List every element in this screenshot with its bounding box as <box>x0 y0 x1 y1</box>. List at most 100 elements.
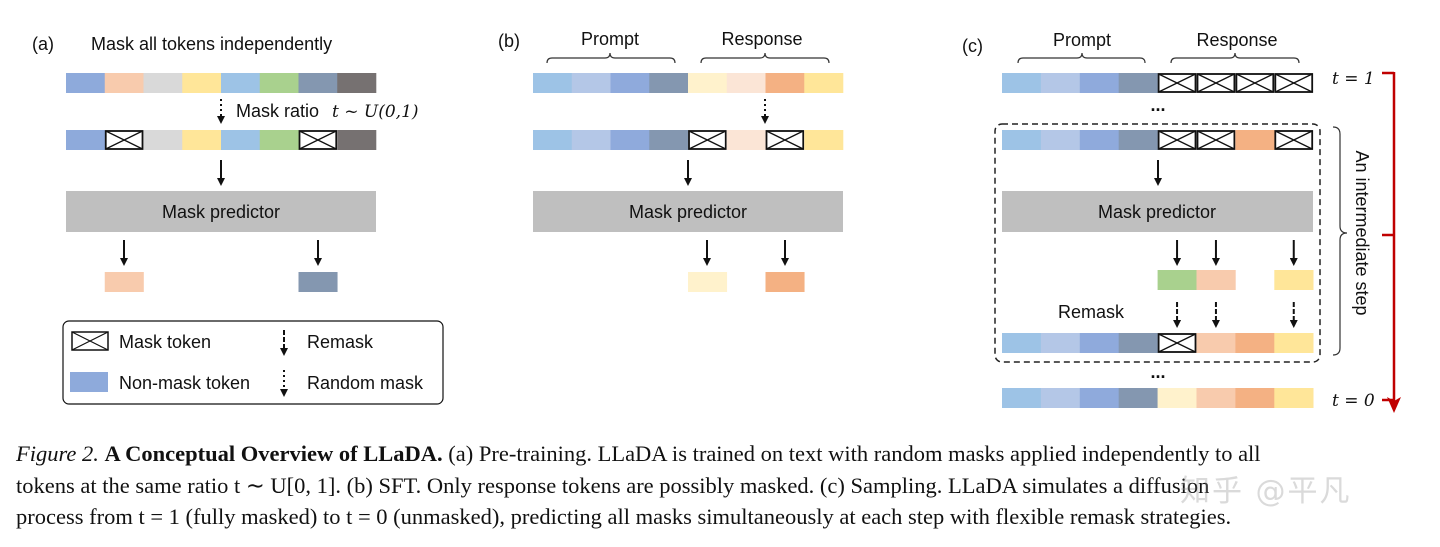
panel-c-prompt-label: Prompt <box>1053 30 1111 50</box>
mask-predictor-a <box>66 191 376 232</box>
intermediate-step-box <box>994 123 1321 363</box>
response-brace-b <box>700 52 830 64</box>
non-mask-token-swatch <box>70 372 108 392</box>
llada-diagram: (a) Mask all tokens independently Mask r… <box>32 29 1401 413</box>
token-layer <box>66 73 1314 408</box>
c-step-in-token <box>1118 130 1158 150</box>
a-output-token <box>298 272 338 292</box>
a-input-token <box>298 73 338 93</box>
c-step-out-token <box>1196 333 1236 353</box>
b-masked-token <box>649 130 689 150</box>
b-masked-mask-token <box>688 130 727 150</box>
c-predicted-token <box>1274 270 1314 290</box>
c-step-in-token <box>1235 130 1275 150</box>
c-step-in-token <box>1079 130 1119 150</box>
a-input-token <box>143 73 183 93</box>
mask-predictor-b <box>533 191 843 232</box>
mask-token-icon <box>71 331 109 351</box>
b-input-token <box>765 73 805 93</box>
b-input-token <box>688 73 728 93</box>
caption-line-1: Figure 2. A Conceptual Overview of LLaDA… <box>16 438 1436 470</box>
t1-label: t = 1 <box>1332 69 1375 89</box>
a-masked-token <box>143 130 183 150</box>
c-start-token <box>1002 73 1042 93</box>
panel-c-response-label: Response <box>1196 30 1277 50</box>
c-step-out-token <box>1079 333 1119 353</box>
c-final-token <box>1274 388 1314 408</box>
mask-ratio-label: Mask ratio <box>236 101 319 121</box>
c-start-token <box>1079 73 1119 93</box>
prompt-brace-c <box>1017 52 1146 64</box>
c-step-out-token <box>1118 333 1158 353</box>
b-output-token <box>765 272 805 292</box>
a-masked-token <box>259 130 299 150</box>
a-input-token <box>182 73 222 93</box>
legend-remask: Remask <box>307 332 374 352</box>
b-input-token <box>571 73 611 93</box>
c-final-token <box>1040 388 1081 408</box>
c-start-token <box>1118 73 1158 93</box>
a-masked-mask-token <box>298 130 338 150</box>
b-masked-token <box>726 130 766 150</box>
b-input-token <box>804 73 844 93</box>
ellipsis-bottom: ... <box>1150 362 1165 382</box>
b-masked-token <box>571 130 611 150</box>
c-start-token <box>1040 73 1081 93</box>
c-final-token <box>1002 388 1042 408</box>
legend-random-mask: Random mask <box>307 373 424 393</box>
c-predicted-token <box>1196 270 1236 290</box>
remask-label: Remask <box>1058 302 1125 322</box>
mask-predictor-c-label: Mask predictor <box>1098 202 1216 222</box>
intermediate-step-label: An intermediate step <box>1352 150 1372 315</box>
a-masked-token <box>337 130 377 150</box>
c-step-out-token <box>1040 333 1081 353</box>
c-final-token <box>1235 388 1275 408</box>
c-step-in-token <box>1040 130 1081 150</box>
c-step-out-token <box>1274 333 1314 353</box>
a-input-token <box>259 73 299 93</box>
c-start-mask-token <box>1196 73 1236 93</box>
a-input-token <box>104 73 144 93</box>
b-masked-mask-token <box>765 130 805 150</box>
c-step-in-mask-token <box>1274 130 1314 150</box>
arrow-layer <box>120 99 1298 328</box>
panel-a-title: Mask all tokens independently <box>91 34 332 54</box>
b-input-token <box>610 73 650 93</box>
legend-non-mask-token: Non-mask token <box>119 373 250 393</box>
c-predicted-token <box>1157 270 1197 290</box>
caption-title: A Conceptual Overview of LLaDA. <box>104 441 443 466</box>
c-start-mask-token <box>1274 73 1314 93</box>
response-brace-c <box>1170 52 1300 64</box>
a-masked-mask-token <box>104 130 144 150</box>
mask-predictor-a-label: Mask predictor <box>162 202 280 222</box>
caption-text-1: (a) Pre-training. LLaDA is trained on te… <box>448 441 1261 466</box>
intermediate-step-brace <box>1332 126 1348 356</box>
c-step-in-token <box>1002 130 1042 150</box>
panel-c-label: (c) <box>962 36 983 56</box>
a-masked-token <box>221 130 261 150</box>
ellipsis-top: ... <box>1150 95 1165 115</box>
c-step-in-mask-token <box>1196 130 1236 150</box>
prompt-brace-b <box>546 52 676 64</box>
b-input-token <box>533 73 573 93</box>
b-input-token <box>726 73 766 93</box>
caption-line-2: tokens at the same ratio t ∼ U[0, 1]. (b… <box>16 472 1210 498</box>
b-input-token <box>649 73 689 93</box>
a-masked-token <box>182 130 222 150</box>
c-step-out-mask-token <box>1157 333 1197 353</box>
caption-line-3: process from t = 1 (fully masked) to t =… <box>16 504 1232 529</box>
panel-b-response-label: Response <box>721 29 802 49</box>
figure-caption: Figure 2. A Conceptual Overview of LLaDA… <box>16 438 1436 533</box>
panel-b-prompt-label: Prompt <box>581 29 639 49</box>
c-final-token <box>1118 388 1158 408</box>
legend-mask-token: Mask token <box>119 332 211 352</box>
panel-b-label: (b) <box>498 31 520 51</box>
caption-figure-number: Figure 2. <box>16 441 99 466</box>
c-final-token <box>1157 388 1197 408</box>
c-start-mask-token <box>1157 73 1197 93</box>
c-final-token <box>1079 388 1119 408</box>
a-input-token <box>221 73 261 93</box>
legend-box <box>62 320 444 405</box>
b-masked-token <box>610 130 650 150</box>
a-output-token <box>104 272 144 292</box>
